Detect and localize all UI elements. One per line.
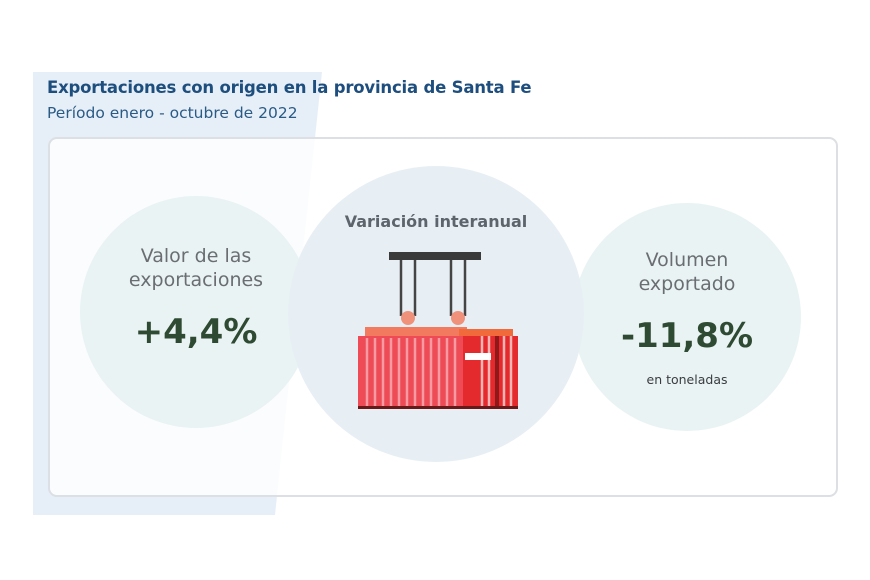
label-line: Valor de las [140,245,252,267]
export-volume-percent: -11,8% [620,316,754,356]
volume-unit: en toneladas [646,372,728,387]
label-line: Volumen [645,249,729,271]
variation-title: Variación interanual [344,212,528,231]
page-title: Exportaciones con origen en la provincia… [47,78,532,97]
label-line: exportado [638,273,736,295]
shipping-container-icon [358,252,518,409]
export-value-percent: +4,4% [134,312,258,352]
export-value-label: Valor de las exportaciones [80,244,312,292]
label-line: exportaciones [128,269,264,291]
export-value-circle [80,196,312,428]
variation-circle [288,166,584,462]
page-subtitle: Período enero - octubre de 2022 [47,104,298,122]
export-volume-label: Volumen exportado [573,248,801,296]
export-volume-circle [573,203,801,431]
